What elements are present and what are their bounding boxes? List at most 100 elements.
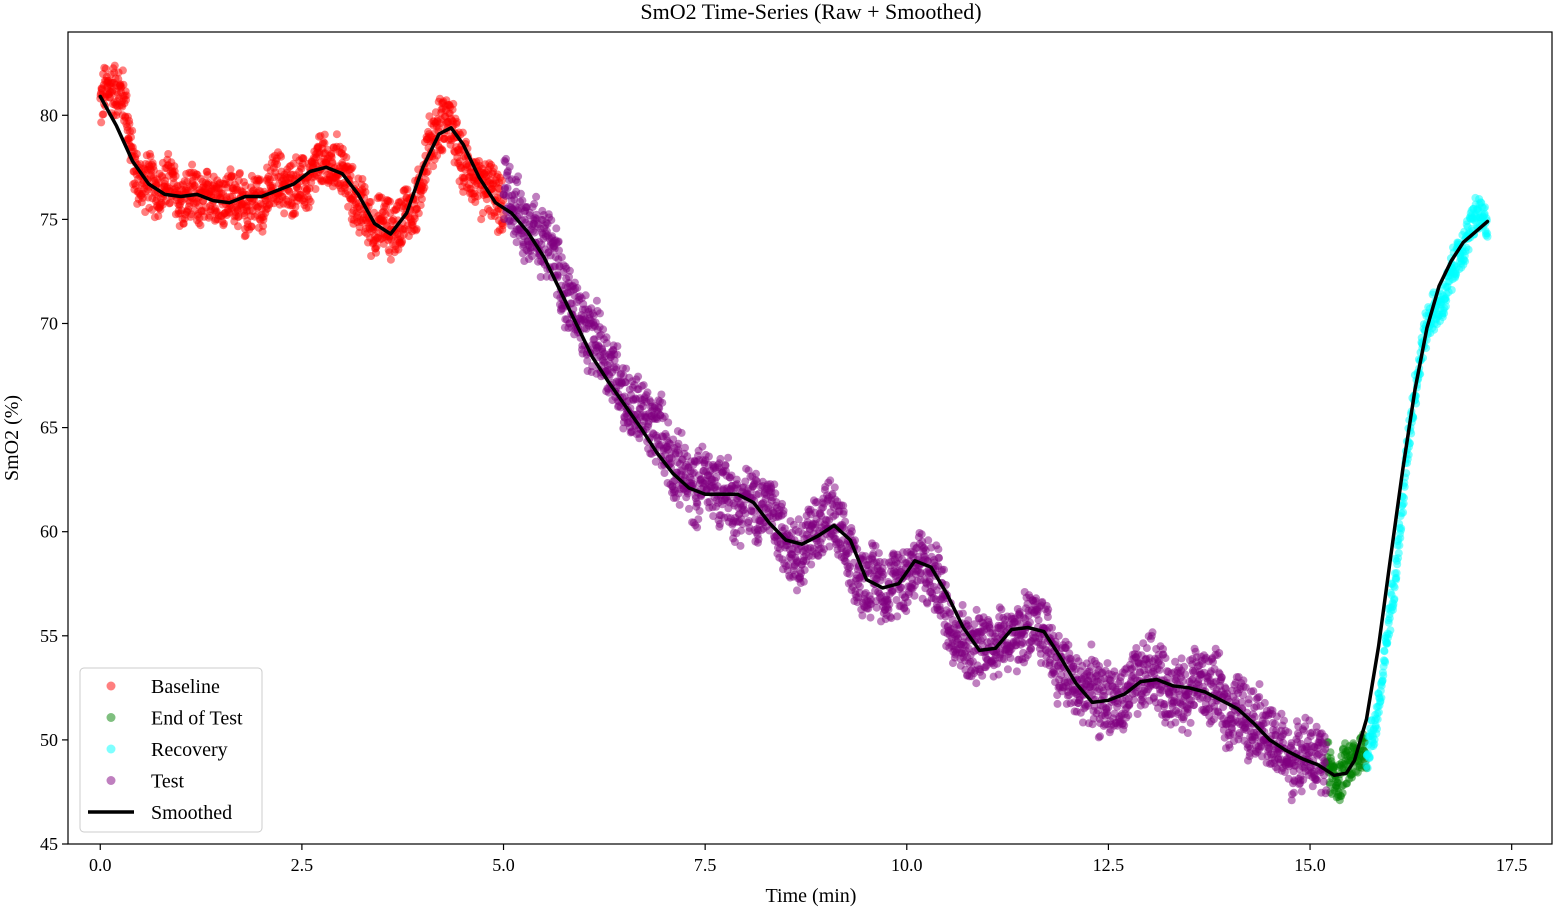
- scatter-series-test: [499, 154, 1331, 805]
- scatter-point: [958, 609, 967, 618]
- scatter-point: [1380, 647, 1389, 656]
- scatter-point: [99, 110, 108, 119]
- scatter-point: [946, 609, 955, 618]
- scatter-point: [694, 515, 703, 524]
- scatter-point: [557, 253, 566, 262]
- y-axis-label: SmO2 (%): [1, 395, 23, 481]
- scatter-point: [119, 80, 128, 89]
- y-tick-label: 75: [40, 209, 58, 229]
- scatter-point: [903, 598, 912, 607]
- scatter-point: [1181, 670, 1190, 679]
- scatter-point: [1054, 631, 1063, 640]
- smoothed-line-layer: [98, 94, 1490, 778]
- scatter-point: [398, 237, 407, 246]
- scatter-point: [412, 225, 421, 234]
- scatter-point: [536, 273, 545, 281]
- scatter-point: [1219, 703, 1228, 711]
- scatter-point: [1006, 654, 1015, 662]
- scatter-point: [674, 439, 683, 448]
- x-axis-label: Time (min): [766, 885, 857, 907]
- scatter-point: [532, 192, 541, 201]
- scatter-point: [1394, 549, 1403, 558]
- scatter-point: [716, 520, 724, 528]
- legend-frame: [79, 667, 263, 833]
- scatter-point: [825, 542, 834, 551]
- scatter-point: [320, 130, 329, 139]
- legend-label: Smoothed: [151, 802, 232, 824]
- scatter-point: [259, 222, 268, 231]
- scatter-point: [874, 549, 883, 558]
- chart-title: SmO2 Time-Series (Raw + Smoothed): [640, 0, 981, 24]
- scatter-point: [736, 541, 745, 550]
- scatter-point: [993, 659, 1002, 668]
- scatter-point: [1289, 788, 1298, 797]
- scatter-point: [940, 565, 948, 574]
- scatter-point: [234, 222, 242, 231]
- scatter-point: [972, 679, 981, 688]
- x-tick-label: 12.5: [1093, 855, 1125, 875]
- scatter-point: [342, 153, 351, 162]
- scatter-point: [602, 333, 611, 342]
- scatter-point: [1399, 508, 1408, 517]
- scatter-point: [1277, 709, 1286, 718]
- scatter-point: [473, 192, 482, 201]
- scatter-point: [1322, 786, 1331, 795]
- legend-label: Baseline: [151, 676, 220, 698]
- scatter-point: [416, 201, 425, 210]
- scatter-point: [1395, 541, 1404, 550]
- scatter-point: [512, 238, 521, 247]
- scatter-point: [581, 291, 590, 300]
- scatter-point: [1397, 524, 1406, 533]
- scatter-point: [320, 139, 329, 148]
- scatter-point: [613, 342, 622, 351]
- scatter-point: [489, 164, 498, 173]
- scatter-point: [871, 541, 880, 550]
- legend-marker: [106, 744, 116, 754]
- scatter-point: [294, 184, 303, 193]
- scatter-point: [712, 473, 721, 482]
- x-axis: 0.0 2.5 5.0 7.5 10.0 12.5 15.0 17.5: [89, 844, 1527, 875]
- scatter-point: [1255, 680, 1264, 689]
- scatter-point: [125, 119, 134, 128]
- scatter-point: [1312, 722, 1321, 731]
- scatter-point: [1186, 718, 1195, 727]
- scatter-point: [280, 209, 289, 218]
- scatter-point: [840, 524, 849, 533]
- scatter-point: [1103, 659, 1112, 668]
- scatter-point: [602, 339, 611, 348]
- scatter-point: [866, 613, 875, 622]
- scatter-point: [972, 605, 981, 614]
- scatter-point: [1209, 657, 1217, 666]
- scatter-point: [1370, 735, 1379, 744]
- scatter-point: [247, 222, 256, 231]
- scatter-point: [675, 500, 684, 509]
- scatter-point: [841, 517, 850, 526]
- scatter-point: [277, 152, 286, 161]
- scatter-point: [311, 185, 320, 193]
- scatter-point: [289, 159, 298, 168]
- scatter-point: [547, 216, 556, 225]
- scatter-point: [664, 418, 673, 427]
- scatter-point: [1180, 662, 1189, 671]
- scatter-point: [1079, 718, 1087, 727]
- scatter-point: [770, 480, 779, 489]
- scatter-point: [695, 507, 704, 515]
- scatter-point: [1129, 695, 1138, 704]
- scatter-point: [1171, 657, 1180, 666]
- scatter-point: [639, 381, 648, 390]
- scatter-point: [1400, 493, 1408, 502]
- scatter-point: [934, 545, 943, 554]
- scatter-point: [660, 469, 669, 477]
- scatter-point: [241, 231, 250, 240]
- scatter-point: [596, 309, 604, 318]
- scatter-point: [1442, 296, 1451, 305]
- scatter-point: [1255, 693, 1264, 701]
- scatter-point: [902, 607, 911, 616]
- x-tick-label: 10.0: [891, 855, 923, 875]
- scatter-point: [1287, 796, 1296, 805]
- scatter-point: [1464, 245, 1473, 254]
- scatter-point: [291, 209, 300, 218]
- scatter-point: [1447, 286, 1456, 294]
- scatter-point: [1305, 716, 1314, 725]
